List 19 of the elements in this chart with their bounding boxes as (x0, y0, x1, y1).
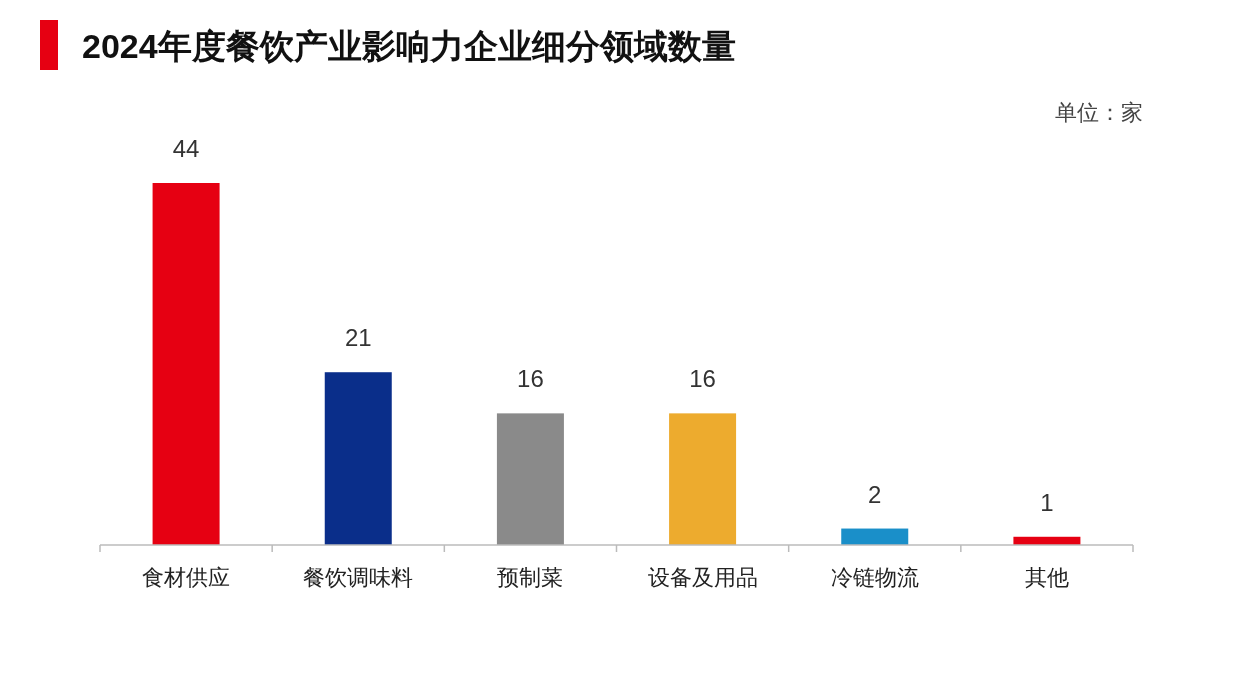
bar (669, 413, 737, 545)
data-label: 2 (868, 480, 882, 508)
bar (152, 183, 220, 545)
x-tick-label: 设备及用品 (647, 565, 758, 590)
bar (324, 372, 392, 545)
data-label: 1 (1040, 488, 1054, 516)
data-label: 21 (344, 324, 372, 352)
x-tick-label: 餐饮调味料 (303, 565, 414, 590)
data-label: 44 (172, 135, 200, 162)
bar (841, 528, 909, 545)
x-tick-label: 其他 (1024, 565, 1069, 590)
bar (496, 413, 564, 545)
text: 单位：家 (1055, 100, 1143, 125)
data-label: 16 (517, 365, 544, 393)
chart-title: 2024年度餐饮产业影响力企业细分领域数量 (82, 27, 736, 65)
x-tick-label: 预制菜 (497, 565, 564, 590)
x-tick-label: 冷链物流 (830, 565, 919, 590)
x-tick-label: 食材供应 (142, 565, 231, 590)
data-label: 16 (689, 365, 716, 393)
